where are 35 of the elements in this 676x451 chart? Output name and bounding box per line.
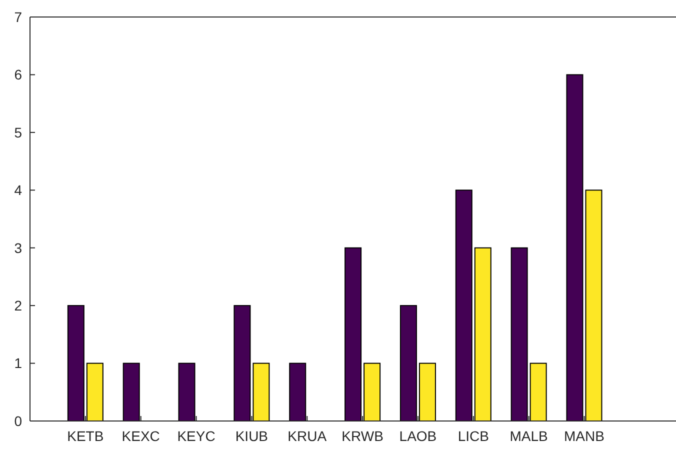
bar [364,362,381,422]
bar [178,362,196,422]
x-tick-label: KEYC [177,428,216,444]
y-tick-label: 4 [14,182,22,198]
bar [400,305,417,422]
bar [530,362,547,422]
bar [86,362,104,422]
bar [585,190,602,422]
bar [289,362,306,422]
y-tick-label: 2 [14,297,22,314]
x-tick-label: LICB [458,428,489,444]
bar [418,362,436,422]
x-tick-label: KRUA [288,428,328,444]
x-tick-label: LAOB [399,428,437,444]
x-tick-label: KETB [67,428,104,444]
y-tick-label: 0 [14,412,22,429]
x-tick-label: KRWB [342,428,384,444]
bar [122,362,140,422]
x-tick-label: KIUB [235,428,268,444]
bar [344,247,362,422]
x-tick-label: MANB [564,428,604,444]
bar [234,305,251,422]
bar [474,247,492,422]
y-tick-label: 3 [14,240,22,256]
x-tick-label: MALB [510,428,548,444]
y-tick-label: 5 [14,124,22,140]
bar [455,190,472,422]
y-tick-label: 6 [14,66,22,83]
bar [510,247,528,422]
y-tick-label: 7 [14,8,22,25]
y-tick-label: 1 [14,355,22,372]
bar [252,362,270,422]
bar [566,74,584,422]
x-tick-label: KEXC [122,428,160,444]
bar [67,305,84,422]
